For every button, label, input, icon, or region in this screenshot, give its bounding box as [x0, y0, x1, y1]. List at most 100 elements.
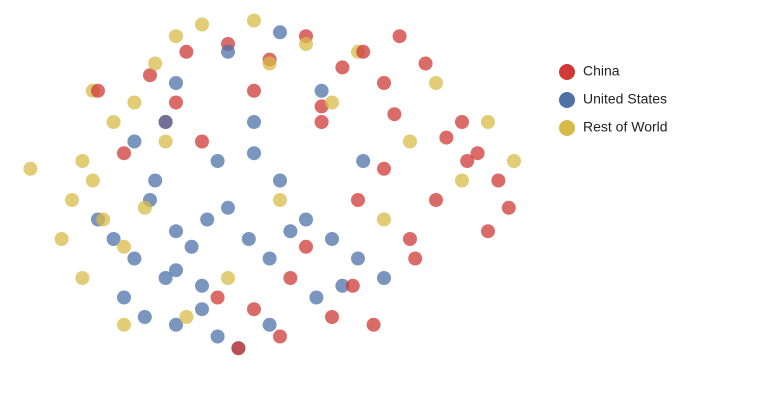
scatter-point	[137, 310, 152, 324]
scatter-point	[179, 44, 194, 59]
scatter-point	[148, 173, 163, 188]
legend-marker	[559, 120, 575, 136]
scatter-point	[392, 29, 407, 44]
scatter-point	[439, 130, 454, 145]
scatter-point	[460, 154, 475, 168]
scatter-point	[273, 193, 287, 207]
scatter-point	[106, 232, 121, 246]
scatter-point	[429, 193, 443, 207]
scatter-point	[335, 60, 350, 75]
scatter-point	[65, 193, 79, 207]
scatter-point	[23, 161, 38, 176]
scatter-point	[283, 271, 298, 285]
scatter-point	[75, 271, 90, 285]
scatter-point	[366, 317, 381, 332]
scatter-point	[325, 232, 339, 246]
scatter-point	[117, 290, 131, 305]
scatter-point	[455, 115, 469, 129]
scatter-point	[470, 146, 485, 161]
scatter-point	[169, 224, 183, 239]
scatter-point	[96, 212, 111, 227]
scatter-point	[262, 56, 277, 71]
scatter-point	[299, 212, 313, 227]
scatter-point	[429, 76, 443, 90]
scatter-point	[403, 232, 417, 246]
scatter-point	[481, 224, 495, 239]
scatter-point	[501, 200, 516, 215]
scatter-point	[231, 341, 246, 356]
scatter-point	[184, 239, 199, 254]
scatter-point	[169, 263, 183, 278]
scatter-point	[195, 278, 209, 293]
scatter-point	[299, 239, 313, 254]
scatter-point	[210, 154, 225, 168]
scatter-point	[418, 56, 433, 71]
scatter-point	[127, 134, 142, 149]
scatter-point	[299, 37, 313, 51]
scatter-point	[314, 115, 329, 129]
scatter-point	[179, 310, 194, 324]
scatter-point	[195, 134, 209, 149]
scatter-point	[85, 173, 100, 188]
scatter-point	[247, 13, 261, 28]
scatter-point	[262, 251, 277, 266]
scatter-point	[117, 146, 131, 161]
scatter-point	[247, 302, 261, 317]
scatter-point	[351, 193, 365, 207]
scatter-point	[158, 271, 173, 285]
scatter-point	[345, 278, 360, 293]
scatter-point	[283, 224, 298, 239]
scatter-point	[325, 310, 339, 324]
scatter-point	[309, 290, 324, 305]
scatter-point	[273, 173, 287, 188]
scatter-point	[221, 44, 235, 59]
scatter-point	[143, 68, 157, 83]
scatter-point	[356, 154, 371, 168]
scatter-point	[247, 115, 261, 129]
scatter-point	[127, 95, 142, 110]
scatter-point	[117, 239, 131, 254]
scatter-point	[195, 17, 209, 32]
scatter-point	[158, 115, 173, 129]
legend-label: United States	[583, 91, 667, 107]
scatter-point	[262, 317, 277, 332]
scatter-point	[408, 251, 423, 266]
scatter-point	[200, 212, 215, 227]
scatter-point	[247, 146, 261, 161]
legend-label: China	[583, 63, 620, 79]
scatter-point	[221, 271, 235, 285]
scatter-point	[247, 83, 261, 98]
scatter-point	[325, 95, 339, 110]
legend-marker	[559, 92, 575, 108]
legend-marker	[559, 64, 575, 80]
scatter-point	[195, 302, 209, 317]
scatter-point	[241, 232, 256, 246]
scatter-point	[106, 115, 121, 129]
scatter-point	[403, 134, 417, 149]
legend-label: Rest of World	[583, 119, 668, 135]
scatter-point	[335, 278, 350, 293]
scatter-point	[169, 95, 183, 110]
scatter-point	[491, 173, 506, 188]
scatter-point	[377, 76, 391, 90]
legend: China United States Rest of World	[559, 63, 668, 136]
scatter-point	[273, 25, 287, 40]
scatter-point	[273, 329, 287, 344]
scatter-points	[23, 13, 521, 356]
scatter-point	[455, 173, 469, 188]
scatter-point	[221, 200, 235, 215]
scatter-point	[210, 329, 225, 344]
scatter-point	[54, 232, 69, 246]
scatter-point	[91, 83, 105, 98]
scatter-point	[377, 161, 391, 176]
scatter-point	[377, 212, 391, 227]
scatter-point	[351, 251, 365, 266]
scatter-point	[210, 290, 225, 305]
scatter-point	[169, 76, 183, 90]
scatter-point	[137, 200, 152, 215]
scatter-point	[507, 154, 521, 168]
scatter-point	[377, 271, 391, 285]
scatter-point	[169, 317, 183, 332]
